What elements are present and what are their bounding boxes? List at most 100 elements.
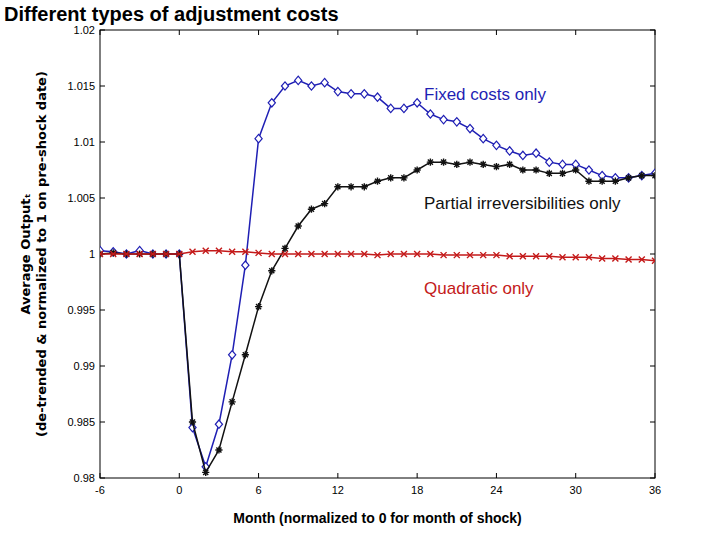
series-marker xyxy=(308,251,314,257)
series-marker xyxy=(268,267,275,274)
series-marker xyxy=(414,251,420,257)
series-marker xyxy=(229,249,235,255)
series-marker xyxy=(150,251,156,257)
series-marker xyxy=(137,251,143,257)
series-marker xyxy=(374,178,381,185)
chart-root: Different types of adjustment costsAvera… xyxy=(0,0,720,540)
x-tick-label: 6 xyxy=(256,484,262,496)
series-marker xyxy=(189,418,196,425)
series-marker xyxy=(519,151,526,159)
series-marker xyxy=(586,254,592,260)
series-marker xyxy=(229,351,236,359)
x-tick xyxy=(417,473,418,478)
series-marker xyxy=(229,398,236,405)
series-marker xyxy=(295,76,302,84)
y-tick xyxy=(650,422,655,423)
series-marker xyxy=(572,166,579,173)
y-tick-label: 0.985 xyxy=(67,416,95,428)
y-tick-label: 1.01 xyxy=(74,136,95,148)
y-tick xyxy=(650,366,655,367)
y-tick-label: 1 xyxy=(89,248,95,260)
y-tick xyxy=(100,30,105,31)
plot-frame xyxy=(100,30,655,478)
series-marker xyxy=(203,248,209,254)
series-marker xyxy=(335,251,341,257)
series-marker xyxy=(361,183,368,190)
series-marker xyxy=(361,251,367,257)
series-marker xyxy=(639,257,645,263)
x-tick-label: 24 xyxy=(490,484,502,496)
series-line xyxy=(100,162,655,472)
y-tick xyxy=(100,366,105,367)
y-tick xyxy=(100,422,105,423)
x-tick xyxy=(655,473,656,478)
series-marker xyxy=(493,252,499,258)
series-marker xyxy=(282,251,288,257)
series-marker xyxy=(388,251,394,257)
series-marker xyxy=(546,253,552,259)
series-marker xyxy=(176,251,182,257)
series-marker xyxy=(453,118,460,126)
series-marker xyxy=(242,351,249,358)
series-marker xyxy=(256,250,262,256)
x-tick xyxy=(337,30,338,35)
x-tick xyxy=(100,473,101,478)
series-marker xyxy=(295,222,302,229)
series-marker xyxy=(560,254,566,260)
series-label: Partial irreversibilities only xyxy=(424,193,624,214)
y-tick xyxy=(650,198,655,199)
series-marker xyxy=(651,172,655,179)
x-tick xyxy=(575,30,576,35)
series-line xyxy=(100,251,655,261)
series-marker xyxy=(546,158,553,166)
y-tick xyxy=(100,86,105,87)
series-marker xyxy=(215,446,222,453)
series-marker xyxy=(427,159,434,166)
series-marker xyxy=(441,252,447,258)
y-tick xyxy=(650,142,655,143)
series-marker xyxy=(361,90,368,98)
series-marker xyxy=(480,134,487,142)
y-tick xyxy=(650,86,655,87)
series-marker xyxy=(100,251,103,257)
series-marker xyxy=(334,87,341,95)
y-tick-label: 1.02 xyxy=(74,24,95,36)
series-marker xyxy=(533,253,539,259)
series-marker xyxy=(308,82,315,90)
series-marker xyxy=(480,161,487,168)
series-marker xyxy=(638,172,645,179)
y-tick-label: 0.995 xyxy=(67,304,95,316)
series-marker xyxy=(466,124,473,132)
x-tick xyxy=(100,30,101,35)
x-tick-label: 18 xyxy=(411,484,423,496)
y-tick-label: 0.99 xyxy=(74,360,95,372)
y-tick xyxy=(650,30,655,31)
series-marker xyxy=(347,90,354,98)
series-marker xyxy=(519,166,526,173)
series-marker xyxy=(652,258,655,264)
series-marker xyxy=(599,178,606,185)
chart-svg: Different types of adjustment costsAvera… xyxy=(0,0,720,540)
series-marker xyxy=(375,252,381,258)
series-marker xyxy=(440,115,447,123)
series-marker xyxy=(585,166,592,174)
series-marker xyxy=(347,183,354,190)
y-tick xyxy=(100,310,105,311)
series-marker xyxy=(334,183,341,190)
y-axis-label: (de-trended & normalized to 1 on pre-sho… xyxy=(34,71,49,437)
series-marker xyxy=(599,255,605,261)
y-tick-label: 1.015 xyxy=(67,80,95,92)
series-marker xyxy=(454,252,460,258)
y-tick xyxy=(650,478,655,479)
series-marker xyxy=(242,261,249,269)
series-marker xyxy=(414,99,421,107)
series-marker xyxy=(387,104,394,112)
x-axis-label: Month (normalized to 0 for month of shoc… xyxy=(233,510,522,526)
series-marker xyxy=(400,174,407,181)
series-marker xyxy=(440,159,447,166)
y-axis-label: Average Outputₜ xyxy=(18,193,33,314)
series-marker xyxy=(400,104,407,112)
series-marker xyxy=(573,254,579,260)
series-marker xyxy=(255,303,262,310)
x-tick-label: 0 xyxy=(176,484,182,496)
